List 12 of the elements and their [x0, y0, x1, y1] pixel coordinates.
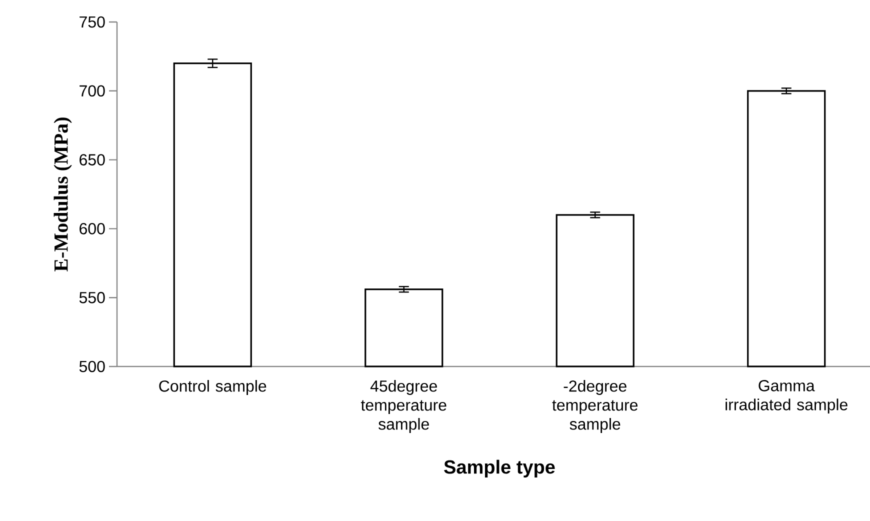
- y-axis-title: E-Modulus (MPa): [54, 118, 72, 272]
- x-tick-label: Control sample: [159, 380, 266, 395]
- y-tick-label: 750: [80, 16, 105, 28]
- x-tick-label: 45degree temperature sample: [360, 380, 446, 433]
- y-tick-label: 500: [79, 360, 105, 372]
- y-tick-label: 600: [80, 223, 105, 234]
- y-tick-label: 700: [80, 85, 105, 97]
- x-tick-label: Gamma irradiated sample: [726, 380, 848, 414]
- x-axis-title: Sample type: [444, 460, 555, 478]
- y-tick-label: 650: [80, 154, 105, 166]
- x-tick-label: -2degree temperature sample: [552, 380, 638, 433]
- y-tick-label: 550: [79, 292, 105, 304]
